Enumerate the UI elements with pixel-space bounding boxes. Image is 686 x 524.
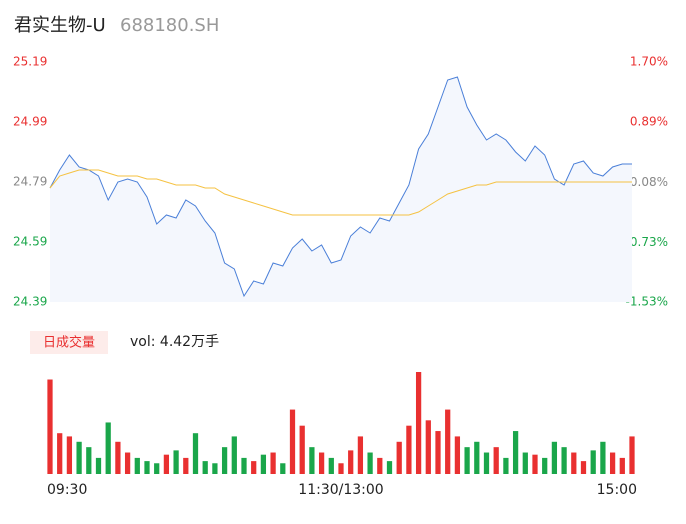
volume-bar: [47, 379, 53, 474]
volume-bar: [474, 441, 480, 474]
stock-code: 688180.SH: [120, 15, 219, 36]
volume-bar: [280, 463, 286, 474]
y2-tick-label: 1.70%: [630, 55, 668, 69]
volume-button-bg[interactable]: [30, 331, 108, 354]
volume-bar: [115, 441, 121, 474]
volume-bar: [406, 425, 412, 474]
stock-name: 君实生物-U: [14, 15, 106, 36]
y-tick-label: 24.79: [13, 175, 47, 189]
volume-bar: [105, 422, 111, 474]
volume-bar: [212, 463, 218, 474]
volume-bar: [251, 461, 257, 474]
y2-tick-label: -0.73%: [626, 235, 668, 249]
y-tick-label: 24.59: [13, 235, 47, 249]
volume-bar: [309, 447, 315, 474]
y2-tick-label: 0.08%: [630, 175, 668, 189]
volume-bar: [124, 452, 131, 474]
volume-bar: [415, 372, 422, 474]
y-tick-label: 25.19: [13, 55, 47, 69]
volume-bar: [154, 463, 160, 474]
volume-bar: [571, 452, 577, 474]
volume-bar: [338, 463, 344, 474]
volume-bar: [542, 457, 548, 474]
volume-bar: [512, 431, 519, 474]
volume-bar: [629, 436, 635, 474]
volume-bar: [619, 457, 625, 474]
volume-bar: [561, 447, 567, 474]
y2-tick-label: -1.53%: [626, 295, 668, 309]
x-tick-label: 15:00: [597, 482, 637, 498]
volume-bar: [134, 457, 140, 474]
volume-label: vol: 4.42万手: [130, 334, 219, 350]
volume-bar: [231, 436, 237, 474]
volume-bar: [348, 450, 354, 474]
volume-bar: [377, 457, 383, 474]
volume-bar: [328, 457, 334, 474]
volume-bar: [95, 457, 102, 474]
volume-bar: [76, 441, 82, 474]
y2-tick-label: 0.89%: [630, 115, 668, 129]
volume-bar: [483, 452, 490, 474]
volume-bar: [445, 409, 451, 474]
volume-bar: [435, 431, 441, 474]
volume-bar: [57, 433, 63, 474]
volume-bar: [318, 452, 325, 474]
volume-bar: [580, 461, 587, 474]
volume-bar: [522, 452, 528, 474]
volume-bar: [202, 461, 208, 474]
volume-bar: [66, 436, 73, 474]
volume-bar: [163, 454, 170, 474]
volume-bar: [367, 452, 373, 474]
x-tick-label: 09:30: [47, 482, 87, 498]
volume-bar: [144, 461, 150, 474]
price-line: [49, 76, 632, 298]
volume-bar: [357, 436, 364, 474]
volume-bar: [183, 457, 189, 474]
volume-bar: [260, 454, 267, 474]
volume-bar: [221, 447, 228, 474]
average-line: [49, 169, 632, 216]
y-tick-label: 24.39: [13, 295, 47, 309]
volume-bar: [590, 450, 596, 474]
volume-button[interactable]: 日成交量: [43, 335, 95, 351]
volume-bar: [600, 441, 606, 474]
volume-bar: [551, 441, 558, 474]
y-tick-label: 24.99: [13, 115, 47, 129]
volume-bar: [270, 452, 276, 474]
volume-bar: [192, 433, 199, 474]
price-area: [50, 77, 632, 302]
volume-bar: [532, 454, 538, 474]
volume-bar: [173, 450, 179, 474]
volume-bar: [86, 447, 92, 474]
volume-bar: [493, 447, 499, 474]
x-tick-label: 11:30/13:00: [298, 482, 383, 498]
volume-bar: [503, 457, 509, 474]
volume-bar: [241, 457, 247, 474]
volume-bar: [425, 420, 431, 474]
volume-bar: [299, 425, 305, 474]
volume-bar: [386, 461, 393, 474]
volume-bar: [609, 452, 616, 474]
volume-bar: [396, 441, 402, 474]
volume-bar: [464, 447, 470, 474]
volume-bar: [454, 436, 461, 474]
volume-bar: [289, 409, 296, 474]
